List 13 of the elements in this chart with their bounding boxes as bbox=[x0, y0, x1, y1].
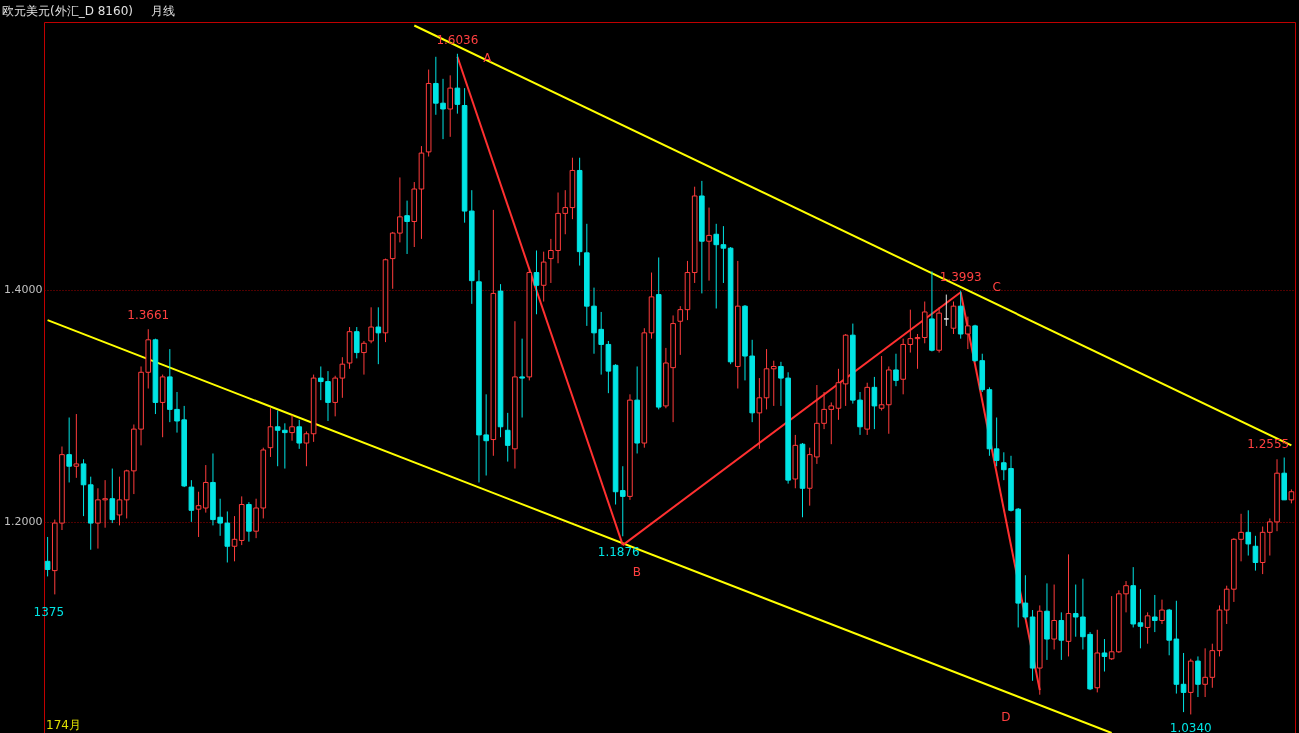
annotation: 1.3661 bbox=[127, 308, 170, 323]
y-tick-label: 1.2000 bbox=[4, 515, 43, 529]
chart-title: 欧元美元(外汇_D 8160) bbox=[2, 4, 133, 18]
annotation: 1.1876 bbox=[597, 545, 640, 560]
annotation: 1.2555 bbox=[1247, 436, 1290, 451]
y-tick-label: 1.4000 bbox=[4, 283, 43, 297]
annotation: C bbox=[992, 279, 1001, 294]
annotation: 1.0340 bbox=[1169, 721, 1212, 733]
annotation: B bbox=[632, 565, 641, 580]
chart-subtitle: 月线 bbox=[151, 4, 175, 18]
annotation: D bbox=[1001, 709, 1011, 724]
annotation: 1.3993 bbox=[939, 269, 982, 284]
annotation: 174月 bbox=[46, 718, 81, 732]
